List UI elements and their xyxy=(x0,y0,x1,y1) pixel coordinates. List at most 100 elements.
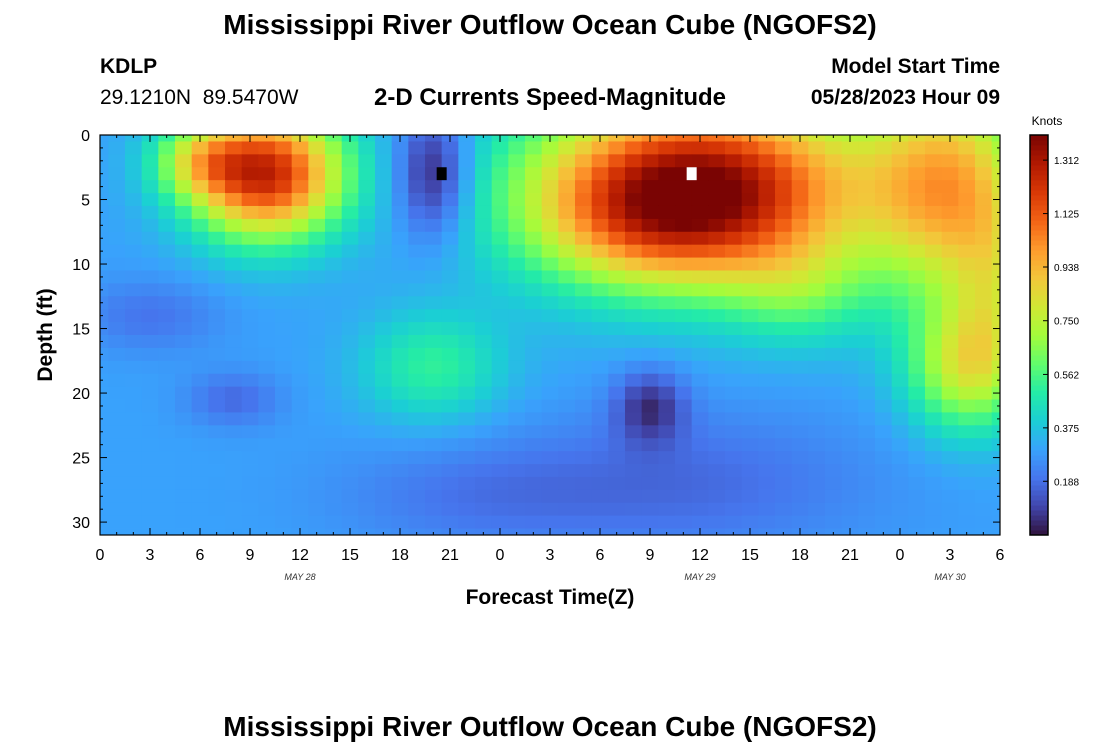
heatmap-cell xyxy=(341,412,359,426)
heatmap-cell xyxy=(458,231,476,246)
heatmap-cell xyxy=(325,135,343,142)
heatmap-cell xyxy=(808,270,826,284)
heatmap-cell xyxy=(858,218,876,233)
x-axis-date-labels: MAY 28 MAY 29 MAY 30 xyxy=(284,572,965,582)
heatmap-cell xyxy=(441,502,459,517)
heatmap-cell xyxy=(825,231,843,246)
heatmap-cell xyxy=(925,386,943,400)
heatmap-cell xyxy=(475,335,493,349)
heatmap-cell xyxy=(658,154,676,168)
heatmap-cell xyxy=(925,515,943,529)
heatmap-cell xyxy=(275,528,293,536)
heatmap-cell xyxy=(358,218,376,233)
heatmap-cell xyxy=(941,141,959,155)
heatmap-cell xyxy=(975,257,993,271)
heatmap-cell xyxy=(275,464,293,478)
heatmap-cell xyxy=(675,135,693,142)
heatmap-cell xyxy=(225,257,243,271)
heatmap-cell xyxy=(858,154,876,168)
heatmap-cell xyxy=(691,425,709,439)
heatmap-cell xyxy=(891,464,909,478)
heatmap-cell xyxy=(608,180,626,194)
heatmap-cell xyxy=(908,231,926,246)
heatmap-cell xyxy=(308,502,326,517)
heatmap-cell xyxy=(575,399,593,413)
heatmap-cell xyxy=(708,347,726,362)
heatmap-cell xyxy=(591,283,609,297)
heatmap-cell xyxy=(258,167,276,181)
heatmap-cell xyxy=(891,425,909,439)
heatmap-cell xyxy=(975,296,993,310)
heatmap-cell xyxy=(675,154,693,168)
heatmap-cell xyxy=(875,489,893,504)
heatmap-cell xyxy=(125,464,143,478)
heatmap-cell xyxy=(541,373,559,388)
heatmap-cell xyxy=(541,205,559,220)
heatmap-cell xyxy=(858,425,876,439)
heatmap-cell xyxy=(141,386,159,400)
heatmap-cell xyxy=(691,347,709,362)
heatmap-cell xyxy=(891,515,909,529)
heatmap-cell xyxy=(441,309,459,323)
heatmap-cell xyxy=(158,322,176,336)
heatmap-cell xyxy=(925,360,943,375)
heatmap-cell xyxy=(591,180,609,194)
heatmap-cell xyxy=(275,257,293,271)
heatmap-cell xyxy=(975,347,993,362)
heatmap-cell xyxy=(408,528,426,536)
heatmap-cell xyxy=(625,425,643,439)
heatmap-cell xyxy=(758,451,776,465)
heatmap-cell xyxy=(691,489,709,504)
heatmap-cell xyxy=(891,438,909,452)
heatmap-cell xyxy=(675,438,693,452)
colorbar-segment xyxy=(1030,275,1048,281)
heatmap-cell xyxy=(975,451,993,465)
heatmap-cell xyxy=(125,180,143,194)
colorbar-segment xyxy=(1030,520,1048,526)
heatmap-cell xyxy=(141,489,159,504)
heatmap-cell xyxy=(158,528,176,536)
heatmap-cell xyxy=(108,438,126,452)
heatmap-cell xyxy=(325,425,343,439)
heatmap-cell xyxy=(891,489,909,504)
heatmap-cell xyxy=(241,296,259,310)
heatmap-cell xyxy=(858,412,876,426)
heatmap-cell xyxy=(791,296,809,310)
heatmap-cell xyxy=(508,335,526,349)
heatmap-cell xyxy=(100,464,109,478)
heatmap-cell xyxy=(541,476,559,491)
heatmap-cell xyxy=(808,218,826,233)
chart: 0 3 6 9 12 15 18 21 0 3 6 9 12 15 18 21 0 3 6 051015202530… xyxy=(34,114,1079,609)
heatmap-cell xyxy=(441,141,459,155)
heatmap-cell xyxy=(775,489,793,504)
colorbar-segment xyxy=(1030,490,1048,496)
heatmap-cell xyxy=(741,335,759,349)
colorbar-segment xyxy=(1030,460,1048,466)
colorbar-segment xyxy=(1030,510,1048,516)
heatmap-cell xyxy=(475,270,493,284)
heatmap-cell xyxy=(175,464,193,478)
heatmap-cell xyxy=(408,322,426,336)
heatmap-cell xyxy=(591,193,609,207)
heatmap-cell xyxy=(625,489,643,504)
heatmap-cell xyxy=(758,425,776,439)
x-tick-label: 3 xyxy=(946,547,955,564)
heatmap-cell xyxy=(391,360,409,375)
heatmap-cell xyxy=(941,489,959,504)
heatmap-cell xyxy=(875,135,893,142)
heatmap-cell xyxy=(575,412,593,426)
heatmap-cell xyxy=(258,135,276,142)
heatmap-cell xyxy=(908,515,926,529)
heatmap-cell xyxy=(308,438,326,452)
heatmap-cell xyxy=(658,322,676,336)
min-speed-cell xyxy=(436,167,447,181)
heatmap-cell xyxy=(425,489,443,504)
heatmap-cell xyxy=(791,489,809,504)
heatmap-cell xyxy=(125,244,143,258)
heatmap-cell xyxy=(158,205,176,220)
heatmap-cell xyxy=(441,360,459,375)
heatmap-cell xyxy=(508,205,526,220)
heatmap-cell xyxy=(708,193,726,207)
heatmap-cell xyxy=(725,167,743,181)
heatmap-cell xyxy=(608,464,626,478)
